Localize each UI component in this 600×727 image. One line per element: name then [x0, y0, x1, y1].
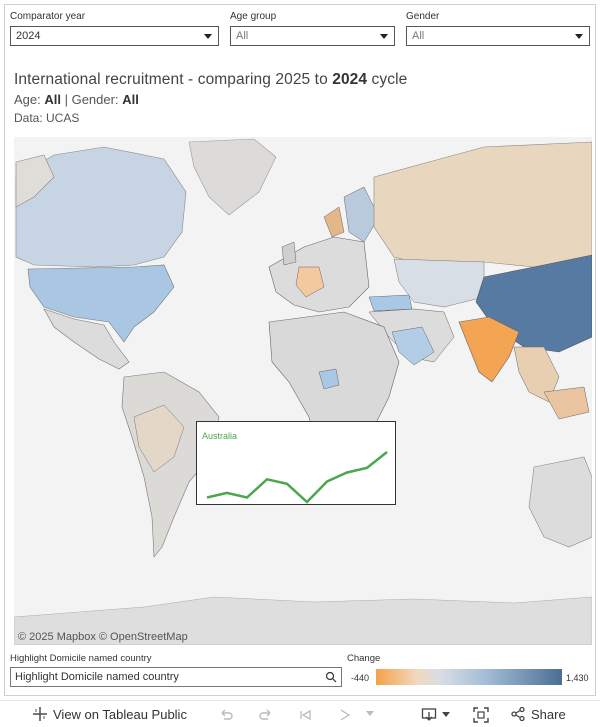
map-country-alaska[interactable]	[15, 154, 55, 208]
map-region-central-asia[interactable]	[393, 258, 485, 308]
map-region-southeast-asia[interactable]	[513, 346, 560, 403]
trend-line	[206, 451, 388, 504]
select-value: All	[412, 30, 425, 42]
map-country-brazil[interactable]	[133, 404, 185, 473]
share-icon	[511, 706, 525, 722]
country-tooltip: Australia	[196, 421, 396, 505]
map-region-antarctica	[14, 596, 592, 645]
world-map[interactable]: © 2025 Mapbox © OpenStreetMap	[14, 137, 592, 645]
tableau-toolbar: View on Tableau Public Share	[0, 700, 600, 727]
separator: |	[60, 92, 72, 107]
select-value: All	[236, 30, 249, 42]
title-year: 2024	[332, 71, 368, 88]
fullscreen-icon[interactable]	[473, 707, 489, 723]
age-label: Age:	[14, 92, 45, 107]
map-country-australia[interactable]	[528, 456, 592, 548]
map-country-saudi-arabia[interactable]	[391, 326, 435, 366]
country-search-input[interactable]: Highlight Domicile named country	[10, 667, 342, 687]
download-icon	[421, 708, 437, 721]
filter-gender: Gender All	[406, 11, 590, 46]
gender-label: Gender:	[71, 92, 123, 107]
map-country-usa[interactable]	[27, 264, 175, 343]
chevron-down-icon	[575, 34, 583, 39]
dashboard-frame: Comparator year 2024 Age group All Gende…	[4, 4, 596, 696]
legend-max-value: 1,430	[566, 673, 589, 683]
search-icon[interactable]	[325, 671, 337, 683]
revert-icon[interactable]	[298, 707, 314, 723]
title-suffix: cycle	[367, 71, 408, 88]
view-on-tableau-button[interactable]: View on Tableau Public	[32, 706, 187, 722]
undo-icon[interactable]	[218, 707, 234, 723]
title-prefix: International recruitment - comparing 20…	[14, 71, 333, 88]
legend-color-bar	[376, 669, 562, 685]
pause-icon[interactable]	[336, 707, 352, 723]
legend-title: Change	[347, 653, 381, 664]
select-value: 2024	[16, 30, 41, 42]
chevron-down-icon	[442, 711, 450, 717]
map-country-india[interactable]	[458, 316, 520, 383]
search-label: Highlight Domicile named country	[10, 653, 152, 664]
map-country-scandinavia[interactable]	[343, 186, 380, 243]
map-country-indonesia[interactable]	[543, 386, 590, 420]
share-button[interactable]: Share	[510, 706, 566, 722]
page-title: International recruitment - comparing 20…	[14, 71, 407, 89]
filter-label: Comparator year	[10, 11, 86, 22]
map-canvas	[14, 137, 592, 645]
subtitle: Age: All | Gender: All	[14, 92, 407, 107]
filter-label: Gender	[406, 11, 440, 22]
share-label: Share	[531, 706, 566, 722]
map-country-mexico[interactable]	[43, 308, 130, 370]
age-value: All	[44, 92, 61, 107]
view-on-tableau-label: View on Tableau Public	[53, 706, 187, 722]
comparator-year-select[interactable]: 2024	[10, 26, 219, 46]
age-group-select[interactable]: All	[230, 26, 395, 46]
chevron-down-icon[interactable]	[366, 711, 374, 716]
legend-min-value: -440	[351, 673, 370, 683]
gender-select[interactable]: All	[406, 26, 590, 46]
search-placeholder: Highlight Domicile named country	[15, 671, 179, 683]
filter-comparator-year: Comparator year 2024	[10, 11, 219, 46]
redo-icon[interactable]	[258, 707, 274, 723]
gender-value: All	[122, 92, 139, 107]
map-country-norway[interactable]	[323, 206, 345, 238]
data-source: Data: UCAS	[14, 111, 80, 125]
map-country-uk[interactable]	[281, 241, 297, 266]
title-block: International recruitment - comparing 20…	[14, 71, 407, 125]
map-country-turkey[interactable]	[368, 294, 413, 312]
map-country-france[interactable]	[295, 266, 325, 298]
map-country-russia[interactable]	[373, 141, 592, 268]
map-country-nigeria[interactable]	[318, 368, 340, 390]
filter-age-group: Age group All	[230, 11, 395, 46]
filter-label: Age group	[230, 11, 277, 22]
chevron-down-icon	[204, 34, 212, 39]
download-button[interactable]	[421, 706, 450, 722]
map-country-canada[interactable]	[15, 146, 187, 268]
map-country-greenland[interactable]	[188, 138, 277, 216]
tooltip-trend-chart	[206, 451, 388, 504]
tableau-logo-icon	[33, 707, 47, 721]
chevron-down-icon	[380, 34, 388, 39]
map-attribution[interactable]: © 2025 Mapbox © OpenStreetMap	[18, 631, 188, 643]
tooltip-country-name: Australia	[202, 431, 238, 441]
